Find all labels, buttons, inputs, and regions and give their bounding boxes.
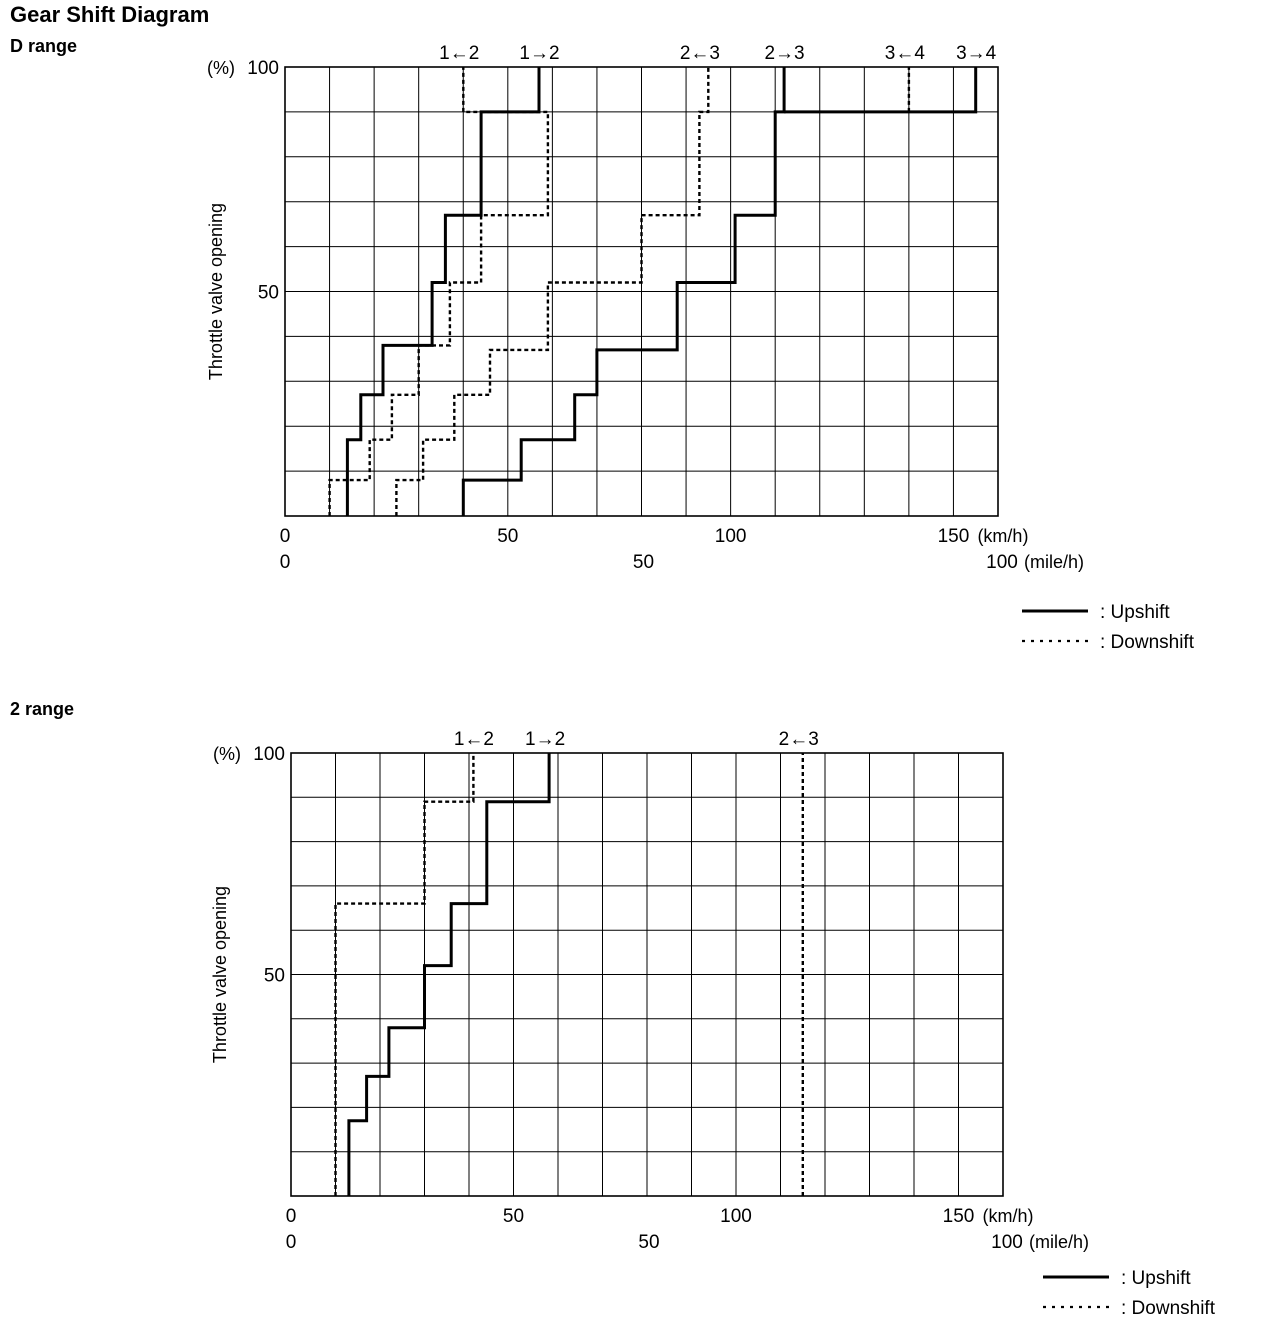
plot-frame bbox=[284, 66, 999, 517]
x-unit-label: (km/h) bbox=[983, 1206, 1034, 1226]
x2-tick-label: 100 bbox=[986, 552, 1018, 573]
y-axis-label: Throttle valve opening bbox=[206, 203, 226, 380]
x-tick-label: 0 bbox=[280, 526, 291, 547]
series-line-upshift bbox=[347, 753, 551, 1196]
x2-tick-label: 50 bbox=[633, 552, 654, 573]
y-tick-label: 50 bbox=[264, 966, 285, 987]
x-tick-label: 50 bbox=[503, 1206, 524, 1227]
legend-downshift-label: : Downshift bbox=[1100, 632, 1195, 653]
x-tick-label: 100 bbox=[720, 1206, 752, 1227]
shift-label: 2←3 bbox=[680, 43, 720, 64]
x2-tick-label: 0 bbox=[280, 552, 291, 573]
series-line-downshift bbox=[395, 67, 710, 516]
x-tick-label: 50 bbox=[497, 526, 518, 547]
page-title: Gear Shift Diagram bbox=[10, 2, 210, 27]
shift-label: 1←2 bbox=[439, 43, 479, 64]
plot-frame bbox=[290, 752, 1004, 1197]
x2-unit-label: (mile/h) bbox=[1029, 1232, 1089, 1252]
series-line-upshift bbox=[461, 67, 786, 516]
x-tick-label: 150 bbox=[943, 1206, 975, 1227]
y-tick-label: 50 bbox=[258, 283, 279, 304]
y-tick-label: 100 bbox=[253, 744, 285, 765]
y-tick-label: 100 bbox=[247, 58, 279, 79]
y-unit-label: (%) bbox=[207, 58, 235, 78]
legend-upshift-label: : Upshift bbox=[1100, 602, 1170, 623]
chart-title-d-range: D range bbox=[10, 36, 78, 56]
series-line-downshift bbox=[328, 67, 550, 516]
x2-tick-label: 100 bbox=[991, 1232, 1023, 1253]
legend-upshift-label: : Upshift bbox=[1121, 1268, 1191, 1289]
x2-tick-label: 0 bbox=[286, 1232, 297, 1253]
shift-label: 3→4 bbox=[956, 43, 997, 64]
y-unit-label: (%) bbox=[213, 744, 241, 764]
shift-label: 1→2 bbox=[525, 729, 565, 750]
x2-unit-label: (mile/h) bbox=[1024, 552, 1084, 572]
x-tick-label: 150 bbox=[938, 526, 970, 547]
x-tick-label: 100 bbox=[715, 526, 747, 547]
x-unit-label: (km/h) bbox=[977, 526, 1028, 546]
shift-label: 2→3 bbox=[764, 43, 804, 64]
shift-label: 1→2 bbox=[519, 43, 559, 64]
series-line-upshift bbox=[784, 67, 978, 114]
chart-title-2-range: 2 range bbox=[10, 699, 75, 719]
series-line-upshift bbox=[345, 67, 541, 516]
legend-downshift-label: : Downshift bbox=[1121, 1298, 1216, 1319]
x-tick-label: 0 bbox=[286, 1206, 297, 1227]
series-line-downshift bbox=[334, 753, 475, 1196]
shift-label: 1←2 bbox=[454, 729, 494, 750]
y-axis-label: Throttle valve opening bbox=[210, 886, 230, 1063]
shift-label: 3←4 bbox=[885, 43, 926, 64]
shift-label: 2←3 bbox=[779, 729, 819, 750]
x2-tick-label: 50 bbox=[638, 1232, 659, 1253]
